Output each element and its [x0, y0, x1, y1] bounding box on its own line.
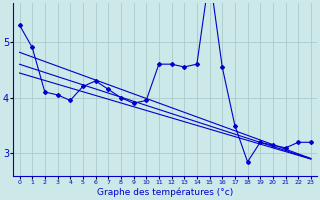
- X-axis label: Graphe des températures (°c): Graphe des températures (°c): [97, 188, 233, 197]
